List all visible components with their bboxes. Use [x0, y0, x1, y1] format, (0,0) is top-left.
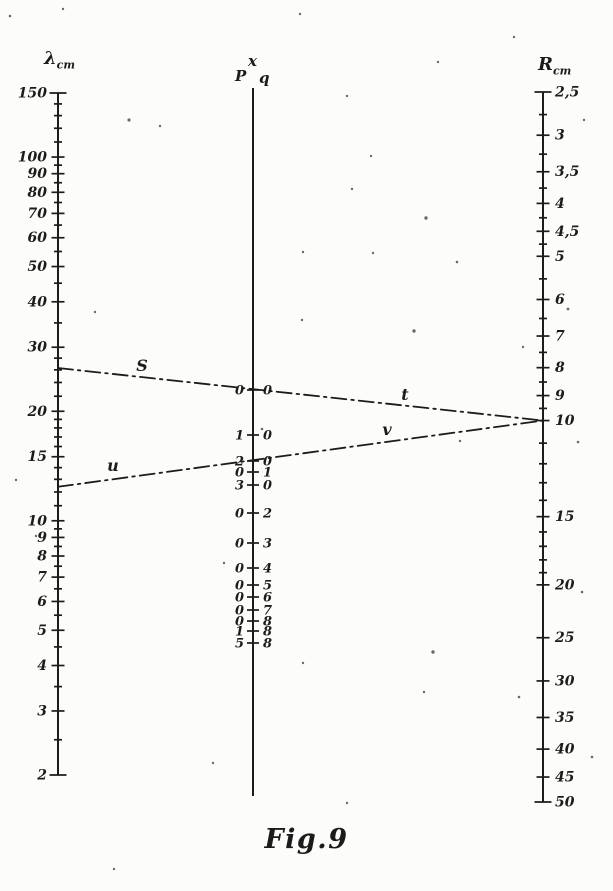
- scan-noise: [8, 7, 594, 871]
- q-value: 8: [263, 615, 272, 630]
- r-scale-tick-label: 45: [555, 770, 574, 786]
- p-value: 5: [235, 637, 244, 652]
- lambda-scale-tick-label: 4: [37, 658, 47, 674]
- lambda-scale-tick-label: 50: [28, 259, 48, 275]
- p-value: 0: [235, 384, 244, 399]
- p-value: 0: [235, 591, 244, 606]
- p-value: 1: [235, 429, 244, 444]
- lambda-scale-tick-label: 6: [37, 594, 47, 610]
- q-value: 8: [263, 625, 272, 640]
- lambda-scale-tick-label: 30: [28, 340, 48, 356]
- r-scale-tick-label: 40: [555, 742, 575, 758]
- p-value: 0: [235, 507, 244, 522]
- q-value: 5: [263, 579, 272, 594]
- r-scale-tick-label: 8: [555, 360, 565, 376]
- lambda-scale-tick-label: 40: [28, 294, 48, 310]
- r-scale-tick-label: 7: [555, 329, 565, 345]
- index-line-label-t: t: [401, 385, 409, 404]
- r-scale-tick-label: 20: [554, 577, 575, 593]
- q-value: 8: [263, 637, 272, 652]
- r-scale-tick-label: 15: [555, 509, 574, 525]
- r-scale-title: Rcm: [538, 54, 572, 78]
- r-scale-tick-label: 10: [555, 413, 575, 429]
- p-value: 0: [235, 579, 244, 594]
- index-line-u-v: uv: [57, 419, 544, 488]
- r-scale-tick-label: 3,5: [555, 164, 579, 180]
- p-value: 1: [235, 625, 244, 640]
- p-value: 0: [235, 604, 244, 619]
- r-scale-tick-label: 5: [555, 249, 565, 265]
- lambda-scale-tick-label: 60: [28, 230, 48, 246]
- figure-caption: Fig.9: [264, 824, 349, 855]
- lambda-scale-title: λcm: [44, 48, 75, 72]
- r-scale-tick-label: 4: [555, 196, 565, 212]
- q-value: 0: [263, 455, 272, 470]
- p-value: 0: [235, 466, 244, 481]
- r-scale-tick-label: 2,5: [554, 85, 579, 101]
- q-value: 4: [263, 562, 272, 577]
- lambda-scale-tick-label: 150: [18, 86, 47, 102]
- lambda-scale-tick-label: 7: [37, 570, 47, 586]
- q-value: 3: [263, 537, 272, 552]
- index-line-label-u: u: [107, 456, 119, 475]
- p-scale-label: P: [235, 67, 247, 85]
- r-scale-tick-label: 9: [555, 388, 565, 404]
- lambda-scale-tick-label: 80: [28, 185, 48, 201]
- q-value: 0: [263, 429, 272, 444]
- x-scale-label: x: [248, 52, 257, 70]
- r-scale-tick-label: 25: [554, 630, 574, 646]
- index-line-s-t: St: [57, 356, 544, 422]
- r-scale-tick-label: 4,5: [555, 224, 579, 240]
- r-scale-tick-label: 35: [555, 710, 574, 726]
- p-value: 0: [235, 537, 244, 552]
- index-line-label-S: S: [136, 356, 148, 375]
- q-value: 2: [262, 507, 272, 522]
- lambda-scale-tick-label: 90: [28, 166, 48, 182]
- index-line-label-v: v: [382, 420, 392, 439]
- r-scale-tick-label: 3: [555, 128, 565, 144]
- lambda-scale-tick-label: 15: [28, 449, 47, 465]
- p-value: 0: [235, 562, 244, 577]
- lambda-scale-tick-label: 8: [37, 549, 47, 565]
- r-scale-tick-label: 6: [555, 292, 565, 308]
- lambda-scale-tick-label: 2: [36, 768, 47, 784]
- lambda-scale-tick-label: 100: [18, 150, 47, 166]
- lambda-scale-tick-label: 9: [37, 530, 47, 546]
- q-scale-label: q: [259, 69, 270, 87]
- q-value: 7: [263, 604, 272, 619]
- lambda-scale-tick-label: 10: [28, 513, 48, 529]
- p-value: 3: [235, 479, 244, 494]
- lambda-scale-tick-label: 70: [28, 206, 48, 222]
- q-value: 0: [263, 384, 272, 399]
- x-scale: 0 01 02 00 13 00 20 30 40 50 60 70 81 85 8: [234, 88, 272, 796]
- r-scale-tick-label: 30: [555, 673, 575, 689]
- q-value: 1: [263, 466, 272, 481]
- p-value: 2: [234, 455, 244, 470]
- q-value: 6: [263, 591, 272, 606]
- p-value: 0: [235, 615, 244, 630]
- r-scale-tick-label: 50: [555, 795, 575, 811]
- lambda-scale-tick-label: 3: [37, 703, 47, 719]
- lambda-scale-tick-label: 5: [37, 623, 47, 639]
- q-value: 0: [263, 479, 272, 494]
- r-scale: 2,5 3 3,5 4 4,5 5 6 7 8 9 10 15 20 25 30 35 40 45 50: [534, 85, 579, 811]
- lambda-scale-tick-label: 20: [27, 404, 48, 420]
